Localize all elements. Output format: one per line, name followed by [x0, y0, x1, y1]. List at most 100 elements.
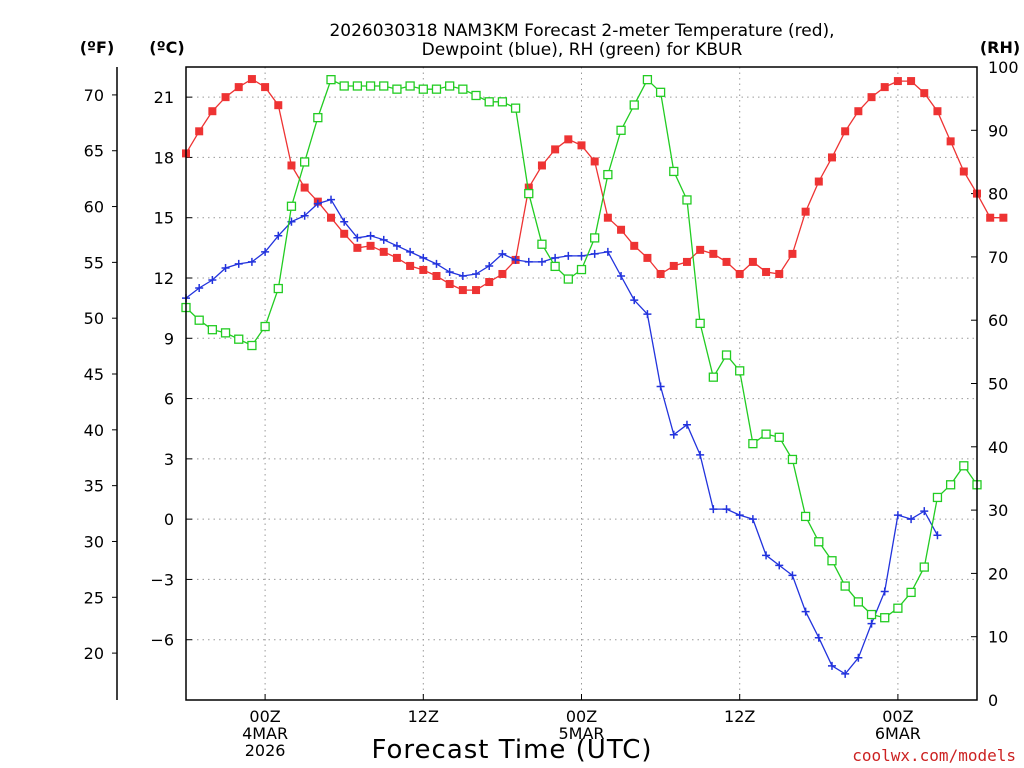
data-point: [722, 257, 731, 266]
data-point: [920, 507, 929, 516]
data-point: [247, 75, 256, 84]
data-point: [959, 167, 968, 176]
data-point: [959, 461, 969, 471]
data-point: [841, 127, 850, 136]
time-tick-label: 12Z: [724, 707, 755, 726]
celsius-tick-label: 3: [164, 450, 174, 469]
data-point: [801, 207, 810, 216]
data-point: [642, 75, 653, 85]
rh-tick-label: 0: [988, 691, 998, 710]
data-point: [827, 556, 837, 566]
data-point: [485, 261, 494, 270]
data-point: [999, 213, 1008, 222]
data-point: [761, 429, 771, 439]
data-point: [339, 81, 349, 91]
data-point: [854, 653, 863, 662]
fahrenheit-tick-label: 65: [84, 142, 104, 161]
data-point: [787, 454, 798, 465]
data-point: [590, 157, 599, 166]
time-tick-label: 12Z: [408, 707, 439, 726]
data-point: [907, 77, 916, 86]
data-point: [274, 231, 283, 240]
data-point: [932, 492, 943, 503]
data-point: [524, 188, 534, 199]
data-point: [655, 87, 666, 97]
time-tick-label: 4MAR: [242, 724, 288, 743]
data-point: [946, 137, 955, 146]
data-point: [880, 613, 890, 623]
data-point: [406, 261, 415, 270]
data-point: [471, 90, 481, 101]
data-point: [735, 511, 744, 520]
rh-tick-label: 90: [988, 121, 1008, 140]
data-point: [221, 93, 230, 102]
data-point: [432, 271, 441, 280]
data-point: [510, 103, 521, 113]
data-point: [405, 81, 415, 91]
celsius-tick-label: 9: [164, 329, 174, 348]
data-point: [762, 551, 771, 560]
data-point: [788, 249, 797, 258]
fahrenheit-tick-label: 55: [84, 253, 104, 272]
data-point: [472, 286, 481, 295]
data-point: [814, 177, 823, 186]
data-point: [617, 225, 626, 234]
data-point: [709, 249, 718, 258]
fahrenheit-axis: 70 65 60 55 50 45 40 35 30 25 20: [84, 86, 117, 663]
data-point: [537, 257, 546, 266]
data-point: [590, 233, 600, 243]
data-point: [431, 84, 442, 94]
data-point: [630, 296, 639, 305]
time-tick-label: 00Z: [882, 707, 913, 726]
data-point: [880, 83, 889, 92]
data-point: [247, 257, 256, 266]
data-point: [261, 83, 270, 92]
title-line-2: Dewpoint (blue), RH (green) for KBUR: [422, 40, 743, 60]
data-point: [260, 321, 270, 332]
data-point: [406, 247, 415, 256]
data-point: [695, 318, 705, 329]
data-point: [893, 603, 903, 613]
data-point: [669, 166, 679, 177]
data-point: [814, 633, 823, 642]
rh-unit-label: (RH): [980, 38, 1020, 57]
celsius-tick-label: 0: [164, 510, 174, 529]
grid-lines: [186, 67, 977, 700]
data-point: [208, 276, 217, 285]
data-point: [735, 269, 744, 278]
data-point: [893, 77, 902, 86]
data-point: [392, 84, 402, 94]
fahrenheit-tick-label: 40: [84, 421, 104, 440]
data-point: [326, 75, 336, 85]
data-point: [365, 81, 376, 91]
series-dewpoint: [182, 195, 942, 678]
data-point: [392, 253, 401, 262]
data-point: [656, 382, 665, 391]
data-point: [748, 515, 757, 524]
data-point: [445, 267, 454, 276]
data-point: [313, 199, 322, 208]
data-point: [853, 597, 863, 607]
data-point: [379, 247, 388, 256]
data-point: [419, 265, 428, 274]
data-point: [603, 247, 612, 256]
data-point: [419, 253, 428, 262]
data-point: [643, 253, 652, 262]
data-point: [208, 107, 217, 116]
data-point: [366, 241, 375, 250]
data-point: [788, 571, 797, 580]
data-point: [299, 157, 310, 167]
data-point: [418, 84, 428, 94]
data-point: [682, 420, 691, 429]
data-point: [537, 239, 547, 249]
data-point: [352, 81, 363, 91]
time-tick-label: 00Z: [566, 707, 597, 726]
data-point: [867, 619, 876, 628]
rh-tick-label: 60: [988, 311, 1008, 330]
celsius-tick-label: 21: [154, 88, 174, 107]
data-point: [194, 315, 204, 325]
data-point: [945, 480, 956, 490]
rh-tick-label: 50: [988, 375, 1008, 394]
